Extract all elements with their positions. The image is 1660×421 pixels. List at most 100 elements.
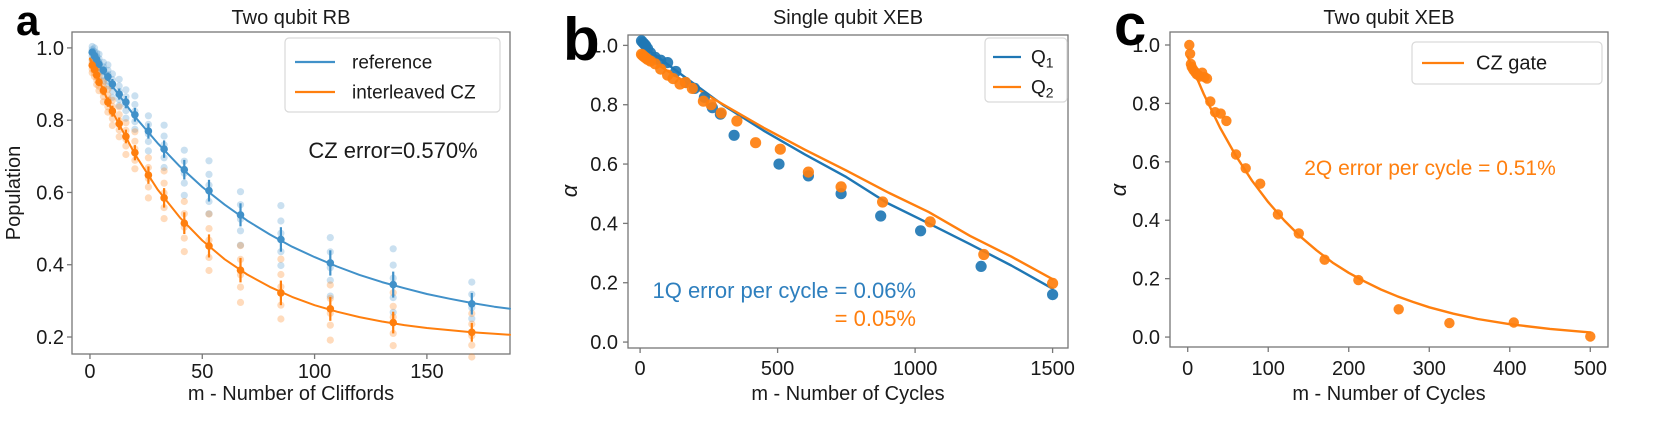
scatter-dot-faint: [115, 133, 123, 141]
y-axis-label: α: [557, 183, 582, 197]
scatter-dot-faint: [205, 157, 213, 165]
data-point-cz-gate: [1585, 331, 1596, 342]
data-point-reference: [236, 211, 245, 219]
data-point-interleaved-cz: [468, 328, 476, 337]
scatter-dot-faint: [160, 167, 168, 175]
scatter-dot-faint: [144, 154, 152, 162]
scatter-dot-faint: [88, 42, 96, 51]
x-tick-label: 400: [1493, 358, 1526, 380]
x-axis-label: m - Number of Cycles: [1292, 383, 1485, 405]
panel-letter: b: [563, 6, 600, 73]
data-point-q2: [877, 196, 889, 208]
data-point-cz-gate: [1215, 108, 1226, 119]
data-point-q2: [686, 82, 698, 94]
data-point-interleaved-cz: [236, 266, 245, 275]
data-point-q2: [705, 99, 717, 111]
data-point-interleaved-cz: [115, 120, 123, 128]
data-point-q2: [978, 248, 990, 261]
scatter-dot-faint: [236, 241, 245, 249]
data-point-q2: [731, 115, 743, 127]
scatter-dot-faint: [326, 281, 334, 289]
legend-label: CZ gate: [1476, 53, 1547, 75]
x-tick-label: 0: [1182, 358, 1193, 380]
data-point-q1: [728, 129, 740, 141]
data-point-interleaved-cz: [95, 78, 103, 86]
data-point-cz-gate: [1205, 96, 1216, 107]
data-point-reference: [277, 235, 285, 244]
data-point-q1: [975, 260, 987, 272]
scatter-dot-faint: [131, 128, 139, 136]
y-axis-label: Population: [3, 146, 25, 241]
legend-box: [1411, 41, 1603, 85]
data-point-reference: [144, 127, 153, 135]
x-tick-label: 200: [1332, 358, 1365, 380]
data-point-interleaved-cz: [131, 148, 139, 157]
y-tick-label: 0.4: [36, 255, 64, 277]
scatter-dot-faint: [144, 194, 152, 202]
data-point-reference: [122, 98, 130, 106]
scatter-dot-faint: [122, 114, 130, 122]
data-point-q2: [924, 216, 936, 228]
y-tick-label: 1.0: [36, 38, 64, 60]
plot-frame: [627, 34, 1069, 349]
scatter-dot-faint: [326, 234, 334, 242]
scatter-dot-faint: [144, 183, 152, 191]
data-point-q1: [1047, 289, 1059, 301]
scatter-dot-faint: [389, 342, 397, 350]
y-tick-label: 0.2: [1132, 269, 1160, 291]
data-point-reference: [389, 280, 398, 289]
y-tick-label: 0.8: [36, 110, 64, 132]
x-tick-label: 150: [410, 361, 443, 383]
y-tick-label: 0.0: [590, 332, 618, 354]
data-point-q1: [773, 158, 785, 170]
fit-curve-cz-gate: [1186, 55, 1592, 334]
x-tick-label: 0: [635, 358, 646, 380]
scatter-dot-faint: [389, 245, 397, 253]
panel-two-qubit-xeb: 0 100 200 300 400 500 0.0 0.2 0.4 0.6 0.8 1.0 Two qu…: [1106, 0, 1609, 405]
data-point-cz-gate: [1184, 39, 1195, 51]
annotation-text: 2Q error per cycle = 0.51%: [1304, 157, 1556, 180]
data-point-reference: [326, 259, 335, 267]
y-tick-label: 1.0: [590, 35, 618, 57]
data-point-cz-gate: [1393, 304, 1404, 315]
scatter-dot-faint: [131, 137, 139, 145]
y-tick-label: 0.6: [590, 154, 618, 176]
y-tick-label: 1.0: [1132, 35, 1160, 57]
scatter-dot-faint: [205, 170, 213, 178]
data-point-cz-gate: [1293, 228, 1304, 239]
x-tick-label: 100: [1252, 358, 1285, 380]
panel-letter: c: [1114, 0, 1146, 58]
data-point-interleaved-cz: [205, 242, 213, 250]
scatter-dot-faint: [205, 266, 213, 275]
y-tick-label: 0.4: [1132, 210, 1160, 232]
scatter-dot-faint: [277, 315, 285, 323]
data-point-interleaved-cz: [160, 194, 168, 202]
y-tick-label: 0.4: [590, 213, 618, 235]
scatter-dot-faint: [122, 142, 130, 150]
scatter-dot-faint: [236, 242, 245, 250]
scatter-dot-faint: [326, 292, 334, 300]
legend-box: [984, 37, 1068, 103]
data-point-reference: [104, 73, 112, 81]
data-point-reference: [205, 186, 213, 195]
data-point-interleaved-cz: [389, 318, 398, 327]
annotation-text: 1Q error per cycle = 0.06%: [652, 278, 916, 303]
scatter-dot-faint: [115, 82, 123, 90]
annotation-text: = 0.05%: [835, 306, 916, 331]
legend-label: interleaved CZ: [352, 83, 476, 104]
data-point-q2: [774, 143, 786, 155]
scatter-dot-faint: [326, 321, 334, 329]
x-tick-label: 1500: [1030, 358, 1075, 380]
scatter-dot-faint: [236, 227, 245, 235]
scatter-dot-faint: [180, 179, 188, 187]
data-point-cz-gate: [1444, 317, 1455, 329]
data-point-interleaved-cz: [180, 219, 189, 227]
panel-single-qubit-xeb: 0 500 1000 1500 0.0 0.2 0.4 0.6 0.8 1.0 Single qub…: [557, 6, 1075, 405]
data-point-q1: [875, 210, 887, 222]
plot-frame: [1169, 31, 1609, 348]
scatter-dot-faint: [468, 315, 476, 323]
legend-box: [284, 37, 501, 113]
x-tick-label: 500: [1574, 358, 1607, 380]
scatter-dot-faint: [468, 278, 476, 286]
